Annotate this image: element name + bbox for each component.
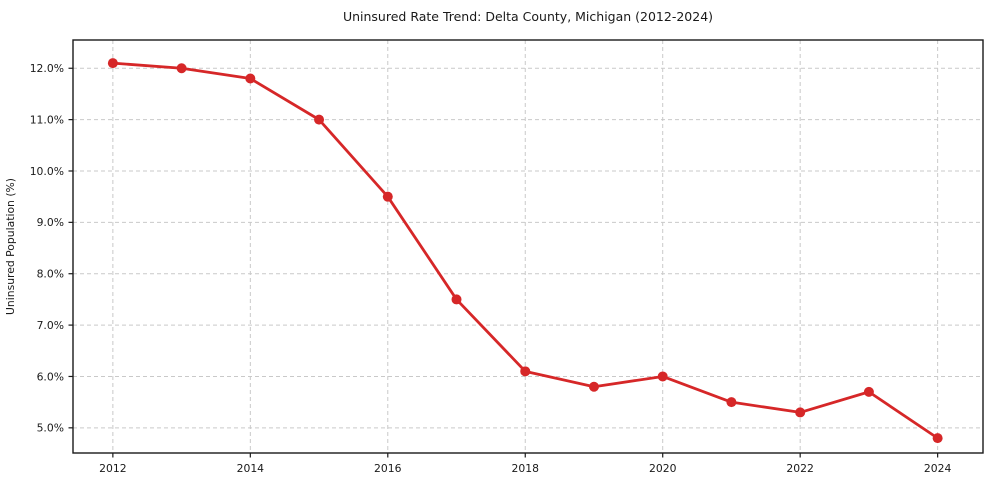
gridlines [73,40,983,453]
data-point-2019 [588,381,599,392]
data-point-2024 [932,433,943,444]
y-tick-label: 8.0% [37,268,64,281]
x-tick-label: 2016 [374,462,402,475]
data-point-2014 [245,73,256,84]
x-tick-label: 2020 [649,462,677,475]
data-point-2015 [314,114,325,125]
axes: 2012 2014 2016 2018 2020 2022 2024 5.0% 6.0% 7.0%… [30,39,984,475]
trend-line-series [107,58,943,444]
data-point-2020 [657,371,668,382]
data-point-2021 [726,397,737,408]
x-tick-label: 2018 [512,462,540,475]
x-tick-label: 2012 [99,462,126,475]
y-tick-label: 12.0% [30,62,64,75]
y-tick-label: 9.0% [37,216,64,229]
y-tick-label: 5.0% [37,422,64,435]
x-tick-label: 2022 [786,462,813,475]
data-point-2016 [382,191,393,202]
data-point-2017 [451,294,462,305]
y-axis-label: Uninsured Population (%) [4,178,17,315]
data-point-2013 [176,63,187,74]
data-point-2012 [107,58,118,69]
x-tick-label: 2024 [924,462,952,475]
data-point-2023 [863,386,874,397]
chart-title: Uninsured Rate Trend: Delta County, Mich… [343,9,713,24]
y-tick-label: 10.0% [30,165,64,178]
y-tick-label: 11.0% [30,113,64,126]
x-tick-label: 2014 [237,462,265,475]
data-point-2022 [795,407,806,418]
y-tick-label: 7.0% [37,319,64,332]
data-point-2018 [520,366,531,377]
plot-border [72,39,984,454]
y-tick-label: 6.0% [37,370,64,383]
